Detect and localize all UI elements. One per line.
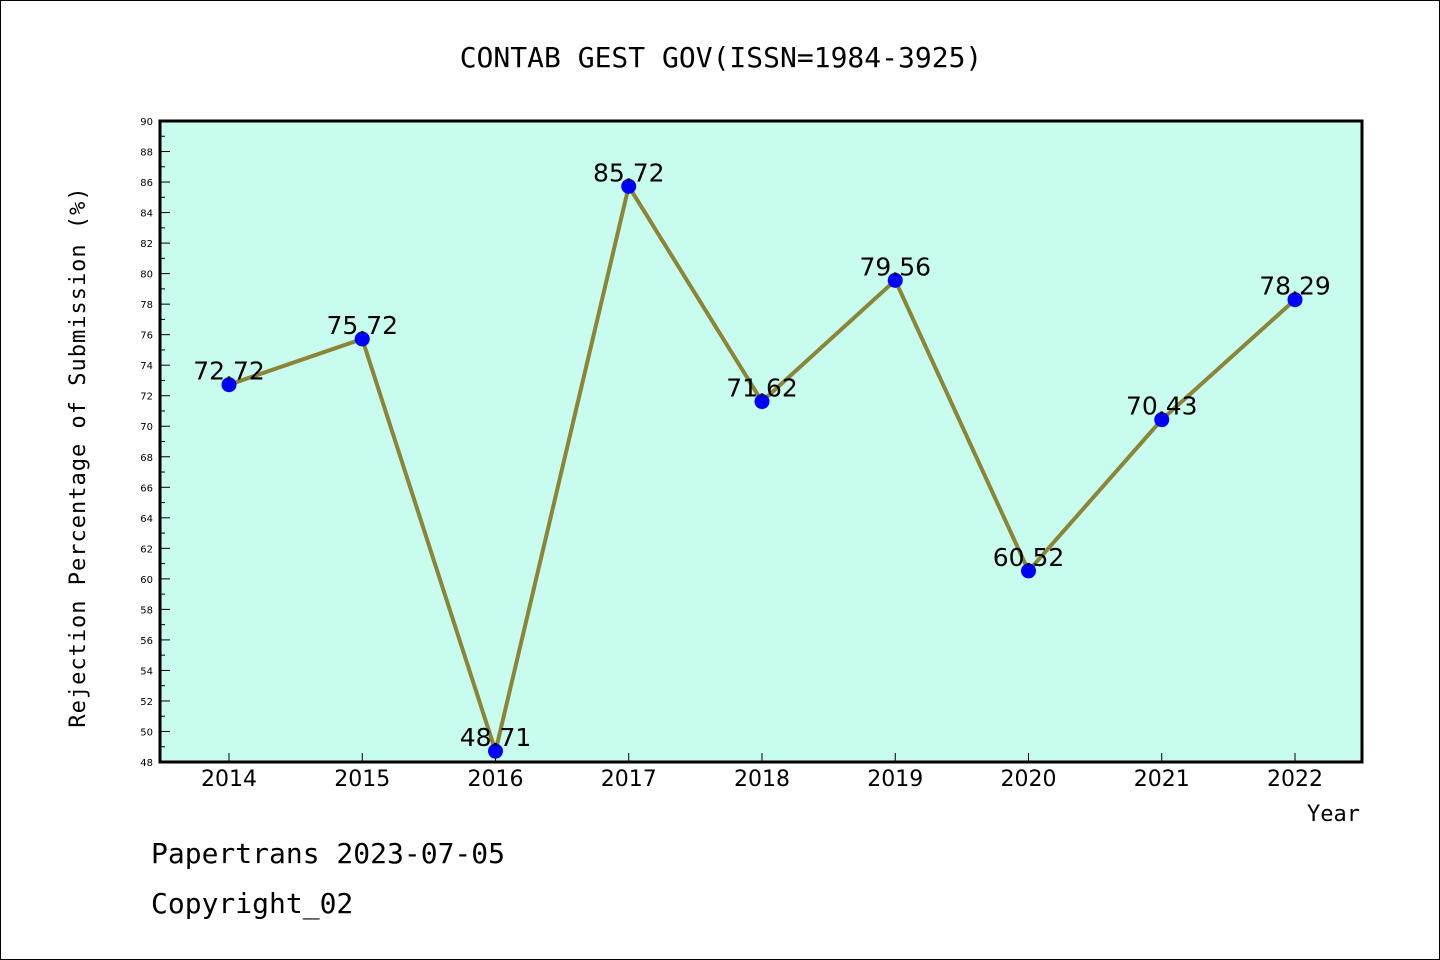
data-label: 70.43 [1126,392,1198,421]
x-tick-label: 2015 [334,767,390,792]
data-point [754,394,770,410]
data-label: 79.56 [859,252,931,281]
y-tick-label: 52 [140,697,153,708]
data-label: 78.29 [1259,272,1331,301]
data-label: 71.62 [726,374,798,403]
chart-title: CONTAB GEST GOV(ISSN=1984-3925) [460,41,983,74]
y-tick-label: 88 [140,148,153,159]
x-tick-label: 2016 [468,767,524,792]
data-point [221,377,237,393]
data-label: 48.71 [460,723,532,752]
x-axis-ticks: 2014 2015 2016 2017 2018 2019 2020 2021 2022 [201,753,1323,792]
y-tick-label: 70 [140,422,153,433]
footer-date-text: Papertrans 2023-07-05 [151,837,506,870]
y-tick-label: 60 [140,575,153,586]
y-tick-label: 62 [140,544,153,555]
y-tick-label: 72 [140,392,153,403]
data-point [488,743,503,759]
y-tick-label: 82 [140,239,153,250]
y-tick-label: 74 [140,361,153,372]
series-layer [221,178,1303,759]
y-tick-label: 76 [140,331,153,342]
data-point [1021,563,1036,579]
data-label: 72.72 [193,357,265,386]
y-tick-label: 58 [140,605,153,616]
y-tick-label: 68 [140,453,153,464]
x-axis-label: Year [1307,802,1360,827]
y-tick-label: 48 [140,758,153,769]
x-tick-label: 2018 [734,767,790,792]
y-tick-label: 84 [140,209,153,220]
data-label-layer: 72.72 75.72 48.71 85.72 71.62 79.56 60.52 70.43… [193,158,1331,752]
plot-area [158,119,1364,764]
data-point [1287,292,1303,308]
data-label: 60.52 [993,543,1065,572]
x-tick-label: 2017 [601,767,657,792]
data-label: 75.72 [326,311,398,340]
data-point [621,178,637,194]
y-axis-label: Rejection Percentage of Submission (%) [66,186,91,727]
footer-copyright-text: Copyright_02 [151,887,354,920]
data-point [354,331,370,347]
y-tick-label: 90 [140,117,153,128]
y-tick-label: 54 [140,666,153,677]
y-tick-label: 64 [140,514,153,525]
y-tick-label: 86 [140,178,153,189]
x-tick-label: 2019 [867,767,923,792]
data-point [1154,412,1170,428]
y-tick-label: 78 [140,300,153,311]
data-point [887,272,903,288]
x-tick-label: 2014 [201,767,257,792]
y-axis-ticks: 48 50 52 54 56 58 60 62 64 66 68 70 72 74 76 78 80 82 84 86… [140,117,170,769]
y-tick-label: 56 [140,636,153,647]
y-tick-label: 66 [140,483,153,494]
x-tick-label: 2022 [1267,767,1323,792]
x-tick-label: 2021 [1134,767,1190,792]
y-tick-label: 50 [140,727,153,738]
x-tick-label: 2020 [1001,767,1057,792]
y-tick-label: 80 [140,270,153,281]
data-label: 85.72 [593,158,665,187]
